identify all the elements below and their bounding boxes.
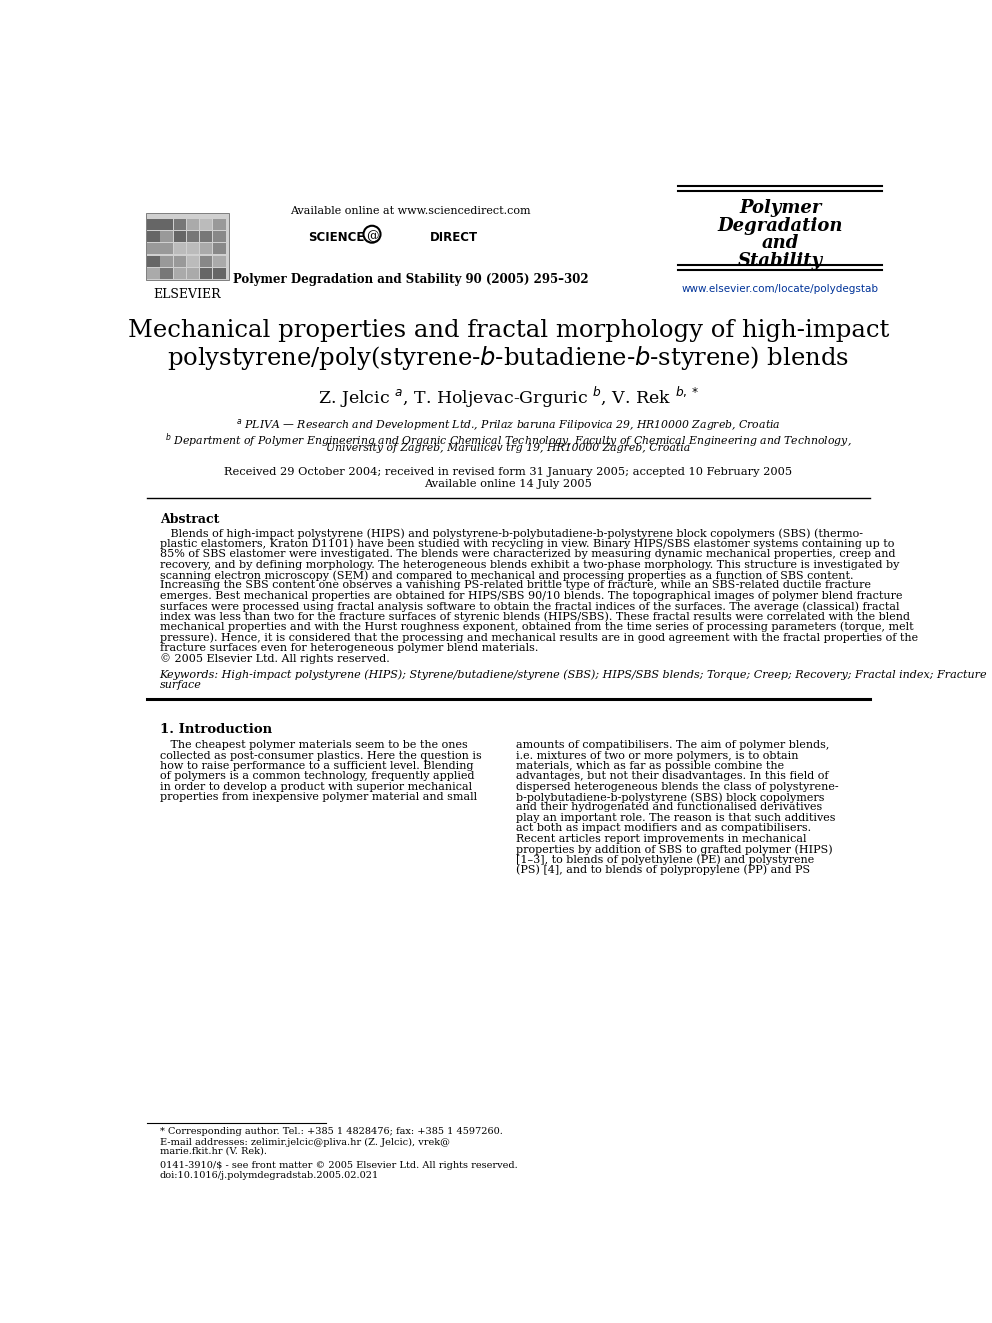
Text: and: and [762, 234, 800, 253]
Bar [161, 255, 173, 266]
Text: index was less than two for the fracture surfaces of styrenic blends (HIPS/SBS).: index was less than two for the fracture… [160, 611, 910, 622]
Bar [174, 255, 186, 266]
Text: properties from inexpensive polymer material and small: properties from inexpensive polymer mate… [160, 792, 477, 802]
Text: Polymer Degradation and Stability 90 (2005) 295–302: Polymer Degradation and Stability 90 (20… [233, 273, 588, 286]
Text: marie.fkit.hr (V. Rek).: marie.fkit.hr (V. Rek). [160, 1147, 267, 1156]
Bar [213, 243, 225, 254]
Bar [161, 269, 173, 279]
Text: surface: surface [160, 680, 201, 691]
Text: doi:10.1016/j.polymdegradstab.2005.02.021: doi:10.1016/j.polymdegradstab.2005.02.02… [160, 1171, 379, 1180]
Bar [186, 218, 199, 230]
Text: @: @ [366, 230, 378, 243]
Text: surfaces were processed using fractal analysis software to obtain the fractal in: surfaces were processed using fractal an… [160, 601, 899, 611]
Bar [213, 218, 225, 230]
Bar [213, 255, 225, 266]
Text: 85% of SBS elastomer were investigated. The blends were characterized by measuri: 85% of SBS elastomer were investigated. … [160, 549, 895, 560]
Text: Recent articles report improvements in mechanical: Recent articles report improvements in m… [516, 833, 806, 844]
Text: i.e. mixtures of two or more polymers, is to obtain: i.e. mixtures of two or more polymers, i… [516, 750, 799, 761]
Text: properties by addition of SBS to grafted polymer (HIPS): properties by addition of SBS to grafted… [516, 844, 832, 855]
Text: amounts of compatibilisers. The aim of polymer blends,: amounts of compatibilisers. The aim of p… [516, 740, 829, 750]
Text: The cheapest polymer materials seem to be the ones: The cheapest polymer materials seem to b… [160, 740, 467, 750]
Text: © 2005 Elsevier Ltd. All rights reserved.: © 2005 Elsevier Ltd. All rights reserved… [160, 654, 390, 664]
Bar [174, 232, 186, 242]
Text: Blends of high-impact polystyrene (HIPS) and polystyrene-b-polybutadiene-b-polys: Blends of high-impact polystyrene (HIPS)… [160, 528, 863, 538]
Text: ELSEVIER: ELSEVIER [154, 288, 221, 302]
Bar [147, 232, 160, 242]
Text: (PS) [4], and to blends of polypropylene (PP) and PS: (PS) [4], and to blends of polypropylene… [516, 865, 810, 876]
Text: fracture surfaces even for heterogeneous polymer blend materials.: fracture surfaces even for heterogeneous… [160, 643, 538, 652]
Text: 0141-3910/$ - see front matter © 2005 Elsevier Ltd. All rights reserved.: 0141-3910/$ - see front matter © 2005 El… [160, 1162, 518, 1171]
Text: DIRECT: DIRECT [431, 232, 478, 245]
Text: plastic elastomers, Kraton D1101) have been studied with recycling in view. Bina: plastic elastomers, Kraton D1101) have b… [160, 538, 894, 549]
Text: University of Zagreb, Marulicev trg 19, HR10000 Zagreb, Croatia: University of Zagreb, Marulicev trg 19, … [326, 443, 690, 452]
Text: and their hydrogenated and functionalised derivatives: and their hydrogenated and functionalise… [516, 803, 822, 812]
Bar [200, 269, 212, 279]
Text: dispersed heterogeneous blends the class of polystyrene-: dispersed heterogeneous blends the class… [516, 782, 839, 791]
Text: Increasing the SBS content one observes a vanishing PS-related brittle type of f: Increasing the SBS content one observes … [160, 581, 871, 590]
Text: of polymers is a common technology, frequently applied: of polymers is a common technology, freq… [160, 771, 474, 782]
Text: * Corresponding author. Tel.: +385 1 4828476; fax: +385 1 4597260.: * Corresponding author. Tel.: +385 1 482… [160, 1127, 503, 1136]
Text: b-polybutadiene-b-polystyrene (SBS) block copolymers: b-polybutadiene-b-polystyrene (SBS) bloc… [516, 792, 824, 803]
Text: Received 29 October 2004; received in revised form 31 January 2005; accepted 10 : Received 29 October 2004; received in re… [224, 467, 793, 476]
Text: Keywords: High-impact polystyrene (HIPS); Styrene/butadiene/styrene (SBS); HIPS/: Keywords: High-impact polystyrene (HIPS)… [160, 669, 987, 680]
Bar [186, 269, 199, 279]
Text: www.elsevier.com/locate/polydegstab: www.elsevier.com/locate/polydegstab [682, 283, 879, 294]
Text: polystyrene/poly(styrene-$b$-butadiene-$b$-styrene) blends: polystyrene/poly(styrene-$b$-butadiene-$… [168, 344, 849, 372]
Text: Abstract: Abstract [160, 513, 219, 527]
Bar [200, 232, 212, 242]
Text: act both as impact modifiers and as compatibilisers.: act both as impact modifiers and as comp… [516, 823, 811, 833]
Text: recovery, and by defining morphology. The heterogeneous blends exhibit a two-pha: recovery, and by defining morphology. Th… [160, 560, 899, 569]
Text: Polymer: Polymer [739, 198, 821, 217]
Bar [186, 243, 199, 254]
Text: in order to develop a product with superior mechanical: in order to develop a product with super… [160, 782, 472, 791]
Bar [200, 255, 212, 266]
Text: mechanical properties and with the Hurst roughness exponent, obtained from the t: mechanical properties and with the Hurst… [160, 622, 914, 632]
Bar [200, 218, 212, 230]
Text: Available online at www.sciencedirect.com: Available online at www.sciencedirect.co… [291, 206, 531, 217]
Bar [174, 269, 186, 279]
Text: pressure). Hence, it is considered that the processing and mechanical results ar: pressure). Hence, it is considered that … [160, 632, 918, 643]
Text: SCIENCE: SCIENCE [308, 232, 364, 245]
Bar [213, 232, 225, 242]
Text: $^b$ Department of Polymer Engineering and Organic Chemical Technology, Faculty : $^b$ Department of Polymer Engineering a… [165, 431, 852, 450]
Bar [147, 243, 160, 254]
Text: how to raise performance to a sufficient level. Blending: how to raise performance to a sufficient… [160, 761, 473, 771]
Text: collected as post-consumer plastics. Here the question is: collected as post-consumer plastics. Her… [160, 750, 481, 761]
Text: emerges. Best mechanical properties are obtained for HIPS/SBS 90/10 blends. The : emerges. Best mechanical properties are … [160, 591, 902, 601]
Bar [147, 218, 160, 230]
Bar [186, 232, 199, 242]
Text: E-mail addresses: zelimir.jelcic@pliva.hr (Z. Jelcic), vrek@: E-mail addresses: zelimir.jelcic@pliva.h… [160, 1138, 449, 1147]
Bar [161, 243, 173, 254]
Text: [1–3], to blends of polyethylene (PE) and polystyrene: [1–3], to blends of polyethylene (PE) an… [516, 855, 814, 865]
Bar [186, 255, 199, 266]
Text: Degradation: Degradation [717, 217, 843, 234]
Bar [146, 213, 229, 280]
Bar [161, 232, 173, 242]
Bar [147, 255, 160, 266]
Bar [147, 269, 160, 279]
Text: 1. Introduction: 1. Introduction [160, 724, 272, 736]
Text: Z. Jelcic $^a$, T. Holjevac-Grguric $^b$, V. Rek $^{b,*}$: Z. Jelcic $^a$, T. Holjevac-Grguric $^b$… [317, 385, 699, 410]
Text: advantages, but not their disadvantages. In this field of: advantages, but not their disadvantages.… [516, 771, 828, 782]
Text: Stability: Stability [738, 251, 823, 270]
Bar [174, 218, 186, 230]
Text: $^a$ PLIVA — Research and Development Ltd., Prilaz baruna Filipovica 29, HR10000: $^a$ PLIVA — Research and Development Lt… [236, 418, 781, 434]
Text: Available online 14 July 2005: Available online 14 July 2005 [425, 479, 592, 490]
Text: Mechanical properties and fractal morphology of high-impact: Mechanical properties and fractal morpho… [128, 319, 889, 341]
Text: materials, which as far as possible combine the: materials, which as far as possible comb… [516, 761, 785, 771]
Bar [174, 243, 186, 254]
Text: play an important role. The reason is that such additives: play an important role. The reason is th… [516, 812, 835, 823]
Bar [200, 243, 212, 254]
Text: scanning electron microscopy (SEM) and compared to mechanical and processing pro: scanning electron microscopy (SEM) and c… [160, 570, 853, 581]
Bar [161, 218, 173, 230]
Bar [213, 269, 225, 279]
